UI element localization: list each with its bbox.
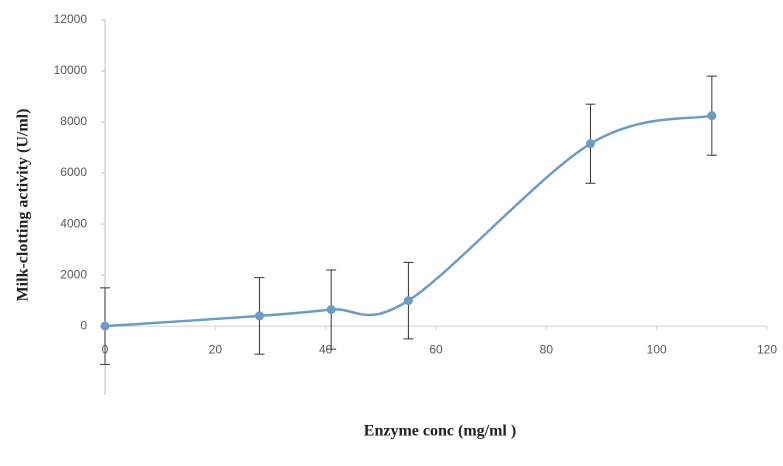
point [707, 111, 717, 121]
y-tick-label: 12000 [54, 12, 88, 26]
line [104, 114, 713, 328]
y-tick-label: 8000 [60, 114, 87, 128]
x-tick-label: 120 [757, 342, 777, 356]
point [254, 311, 264, 321]
x-tick-label: 100 [647, 342, 667, 356]
y-tick-label: 0 [80, 318, 87, 332]
point [403, 296, 413, 306]
y-axis-title: Milk-clotting activity (U/ml) [15, 109, 32, 302]
point [326, 305, 336, 315]
y-tick-label: 4000 [60, 216, 87, 230]
y-tick-label: 10000 [54, 63, 88, 77]
y-tick-label: 6000 [60, 165, 87, 179]
x-tick-label: 40 [319, 342, 333, 356]
x-tick-label: 60 [429, 342, 443, 356]
x-tick-label: 20 [209, 342, 223, 356]
y-tick-label: 2000 [60, 267, 87, 281]
point [100, 321, 110, 331]
point [585, 139, 595, 149]
x-axis-title: Enzyme conc (mg/ml ) [364, 423, 516, 440]
x-tick-label: 80 [540, 342, 554, 356]
